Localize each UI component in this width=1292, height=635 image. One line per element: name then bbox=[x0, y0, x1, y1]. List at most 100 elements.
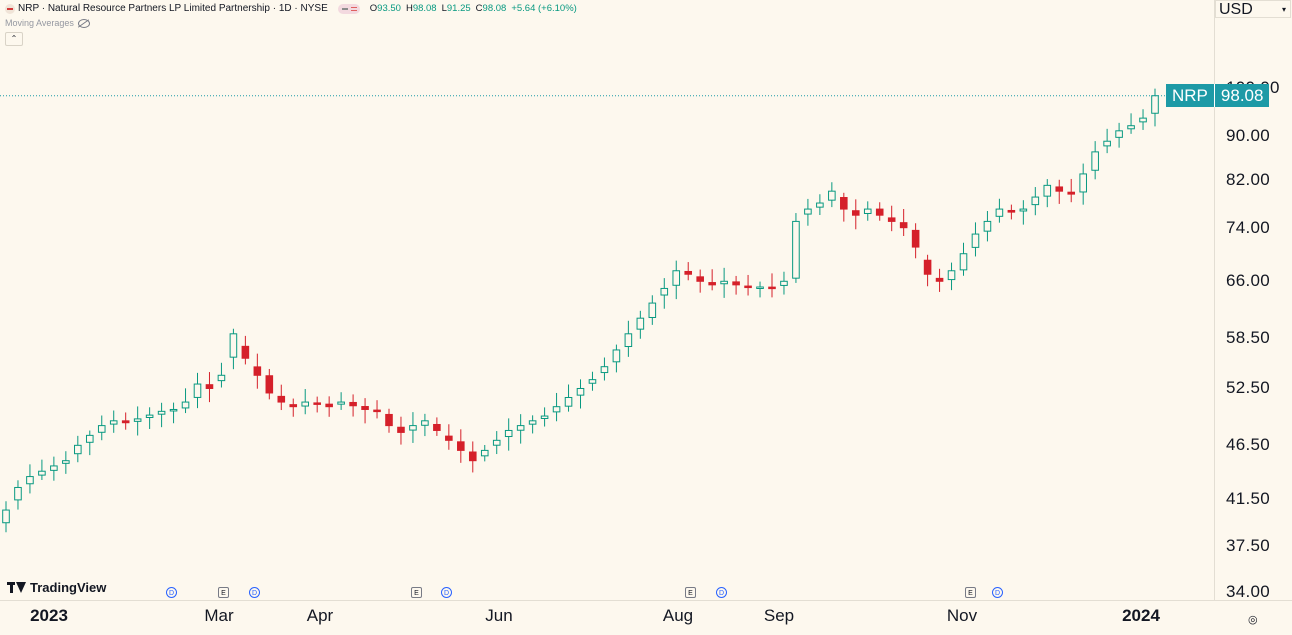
candle-body bbox=[349, 401, 357, 407]
candle-body bbox=[97, 425, 106, 433]
candle-body bbox=[696, 276, 704, 282]
time-label: Aug bbox=[662, 606, 694, 625]
candle-body bbox=[516, 425, 525, 431]
candle-body bbox=[708, 282, 716, 286]
candle-body bbox=[145, 414, 154, 419]
candle-body bbox=[1139, 117, 1147, 123]
currency-select[interactable]: USD ▾ bbox=[1215, 0, 1291, 18]
candle-body bbox=[253, 366, 262, 376]
candle-body bbox=[289, 404, 298, 408]
candle-body bbox=[1151, 95, 1159, 114]
candle-body bbox=[983, 220, 992, 232]
dividend-event-icon[interactable]: D bbox=[716, 587, 727, 598]
candle-body bbox=[863, 208, 872, 214]
candle-body bbox=[385, 413, 393, 427]
settings-gear-icon[interactable]: ◎ bbox=[1248, 614, 1258, 626]
price-scale[interactable] bbox=[1214, 0, 1292, 600]
earnings-event-icon[interactable]: E bbox=[965, 587, 976, 598]
candle-body bbox=[373, 409, 381, 413]
dividend-event-icon[interactable]: D bbox=[992, 587, 1003, 598]
price-tick: 34.00 bbox=[1226, 582, 1271, 601]
candle-body bbox=[804, 208, 812, 215]
candle-body bbox=[648, 302, 657, 318]
price-tick: 37.50 bbox=[1226, 536, 1271, 555]
hide-eye-icon[interactable] bbox=[77, 18, 90, 28]
time-label: Sep bbox=[763, 606, 795, 625]
candle-body bbox=[457, 441, 465, 451]
candle-body bbox=[265, 375, 274, 394]
last-price-symbol: NRP bbox=[1166, 84, 1214, 107]
candle-body bbox=[277, 395, 286, 403]
candle-body bbox=[325, 403, 333, 408]
dividend-event-icon[interactable]: D bbox=[441, 587, 452, 598]
price-tick: 52.50 bbox=[1226, 378, 1271, 397]
dividend-event-icon[interactable]: D bbox=[166, 587, 177, 598]
candle-body bbox=[409, 425, 417, 431]
price-tick: 58.50 bbox=[1226, 328, 1271, 347]
price-tick: 41.50 bbox=[1226, 489, 1271, 508]
earnings-event-icon[interactable]: E bbox=[218, 587, 229, 598]
candle-body bbox=[38, 470, 46, 476]
candle-body bbox=[899, 222, 908, 229]
earnings-event-icon[interactable]: E bbox=[411, 587, 422, 598]
candle-body bbox=[875, 208, 884, 216]
candle-body bbox=[1115, 130, 1123, 138]
candle-body bbox=[169, 408, 178, 412]
candle-body bbox=[528, 420, 537, 425]
candle-body bbox=[935, 277, 944, 282]
candle-body bbox=[14, 486, 22, 501]
time-label: 2024 bbox=[1122, 606, 1160, 625]
candle-body bbox=[480, 449, 489, 457]
candle-body bbox=[157, 410, 166, 415]
candle-body bbox=[121, 420, 130, 424]
candle-body bbox=[85, 434, 94, 443]
candle-body bbox=[1127, 125, 1135, 130]
symbol-title[interactable]: NRP · Natural Resource Partners LP Limit… bbox=[18, 3, 328, 14]
candle-body bbox=[361, 406, 369, 410]
candle-body bbox=[768, 286, 776, 290]
candle-body bbox=[1079, 173, 1087, 193]
candle-body bbox=[205, 384, 214, 389]
candle-body bbox=[816, 202, 824, 208]
tradingview-logo[interactable]: TradingView bbox=[7, 580, 106, 595]
time-label: Apr bbox=[306, 606, 334, 625]
chart-pane[interactable] bbox=[0, 0, 1214, 600]
chevron-down-icon: ▾ bbox=[1281, 5, 1286, 14]
collapse-legend-button[interactable]: ⌃ bbox=[5, 32, 23, 46]
candle-body bbox=[421, 420, 429, 426]
candle-body bbox=[612, 349, 621, 363]
dividend-event-icon[interactable]: D bbox=[249, 587, 260, 598]
candle-body bbox=[193, 383, 202, 398]
candle-body bbox=[2, 509, 10, 524]
candle-body bbox=[624, 333, 633, 348]
candle-body bbox=[995, 208, 1004, 217]
compare-toggle-icon[interactable] bbox=[337, 3, 360, 14]
candle-body bbox=[433, 423, 441, 431]
candle-body bbox=[780, 280, 788, 286]
candle-body bbox=[851, 210, 860, 216]
symbol-logo-icon bbox=[5, 3, 15, 14]
candle-body bbox=[756, 286, 764, 290]
last-price-value: 98.08 bbox=[1213, 84, 1270, 107]
candle-body bbox=[720, 280, 728, 285]
candle-body bbox=[217, 374, 226, 382]
candle-body bbox=[600, 366, 609, 374]
candle-body bbox=[1031, 196, 1040, 206]
candle-body bbox=[181, 401, 190, 409]
time-axis[interactable] bbox=[0, 600, 1292, 635]
price-tick: 74.00 bbox=[1226, 218, 1271, 237]
candle-body bbox=[337, 401, 345, 405]
candle-body bbox=[540, 415, 549, 419]
moving-averages-indicator[interactable]: Moving Averages bbox=[5, 18, 90, 28]
earnings-event-icon[interactable]: E bbox=[685, 587, 696, 598]
price-chart[interactable] bbox=[0, 0, 1214, 600]
candle-body bbox=[109, 420, 118, 425]
symbol-legend: NRP · Natural Resource Partners LP Limit… bbox=[5, 3, 577, 14]
candle-body bbox=[468, 451, 477, 462]
candle-body bbox=[636, 317, 645, 330]
candle-body bbox=[1103, 140, 1111, 147]
candle-body bbox=[1091, 151, 1099, 171]
candle-body bbox=[62, 460, 70, 464]
candle-body bbox=[971, 233, 980, 248]
last-price-label: NRP 98.08 bbox=[1166, 84, 1270, 107]
